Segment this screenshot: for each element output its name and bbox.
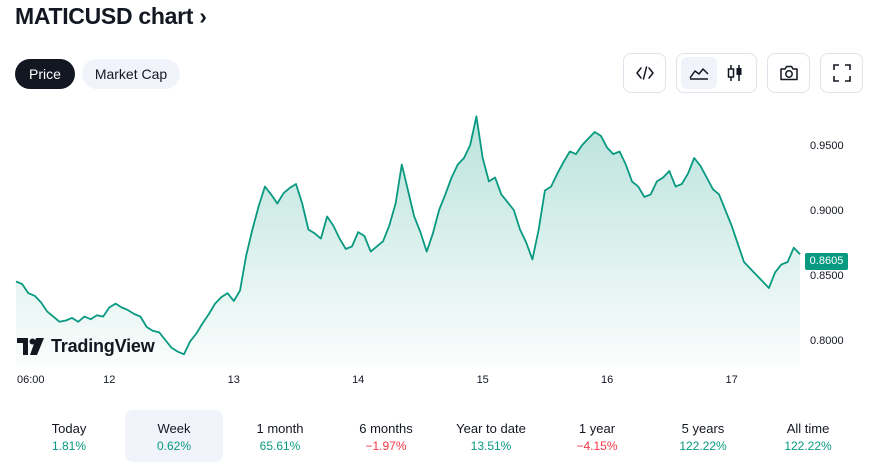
period-1-year[interactable]: 1 year −4.15% — [548, 410, 646, 462]
code-icon — [635, 66, 654, 80]
candlestick-icon — [727, 65, 741, 81]
chevron-right-icon[interactable]: › — [199, 3, 207, 29]
fullscreen-button[interactable] — [820, 53, 863, 93]
period-value: 122.22% — [679, 439, 727, 453]
period-today[interactable]: Today 1.81% — [20, 410, 118, 462]
camera-icon — [779, 65, 798, 81]
price-chart[interactable]: 0.9500 0.9000 0.8500 0.8000 06:00 12 13 14 15 16… — [0, 95, 874, 395]
x-tick-label: 17 — [725, 374, 737, 386]
tab-price[interactable]: Price — [15, 59, 75, 89]
period-label: 1 month — [256, 421, 304, 436]
y-tick-label: 0.9500 — [810, 140, 844, 152]
period-value: 0.62% — [156, 439, 192, 453]
chart-style-group — [676, 53, 757, 93]
x-tick-label: 14 — [352, 374, 364, 386]
x-tick-label: 12 — [103, 374, 115, 386]
candlestick-button[interactable] — [717, 57, 753, 89]
tradingview-logo — [17, 337, 44, 355]
embed-button[interactable] — [623, 53, 666, 93]
period-label: 6 months — [359, 421, 413, 436]
tab-market-cap[interactable]: Market Cap — [82, 59, 180, 89]
period-value: 13.51% — [470, 439, 512, 453]
period-year-to-date[interactable]: Year to date 13.51% — [442, 410, 540, 462]
period-label: Year to date — [456, 421, 526, 436]
x-tick-label: 16 — [601, 374, 613, 386]
period-selector: Today 1.81% Week 0.62% 1 month 65.61% 6 … — [0, 410, 874, 462]
period-value: −4.15% — [576, 439, 618, 453]
last-price-badge: 0.8605 — [805, 253, 848, 270]
tradingview-watermark[interactable]: TradingView — [17, 336, 155, 357]
period-5-years[interactable]: 5 years 122.22% — [654, 410, 752, 462]
period-6-months[interactable]: 6 months −1.97% — [337, 410, 435, 462]
period-value: −1.97% — [365, 439, 407, 453]
period-all-time[interactable]: All time 122.22% — [759, 410, 857, 462]
area-chart-button[interactable] — [680, 57, 717, 89]
area-chart-icon — [688, 68, 709, 80]
y-tick-label: 0.9000 — [810, 205, 844, 217]
period-label: Week — [157, 421, 191, 436]
price-line — [15, 115, 801, 356]
period-label: All time — [786, 421, 830, 436]
period-1-month[interactable]: 1 month 65.61% — [231, 410, 329, 462]
period-week[interactable]: Week 0.62% — [125, 410, 223, 462]
period-value: 1.81% — [51, 439, 87, 453]
period-value: 65.61% — [259, 439, 301, 453]
fullscreen-icon — [832, 64, 851, 82]
period-label: 1 year — [578, 421, 616, 436]
period-label: Today — [51, 421, 87, 436]
y-tick-label: 0.8000 — [810, 335, 844, 347]
snapshot-button[interactable] — [767, 53, 810, 93]
page-title[interactable]: MATICUSD chart › — [15, 3, 207, 30]
period-label: 5 years — [681, 421, 725, 436]
period-value: 122.22% — [784, 439, 832, 453]
price-area — [16, 116, 800, 366]
x-tick-label: 13 — [228, 374, 240, 386]
watermark-text: TradingView — [51, 336, 155, 356]
x-tick-label: 15 — [477, 374, 489, 386]
y-tick-label: 0.8500 — [810, 270, 844, 282]
x-tick-label: 06:00 — [17, 374, 45, 386]
title-text[interactable]: MATICUSD chart — [15, 3, 194, 29]
